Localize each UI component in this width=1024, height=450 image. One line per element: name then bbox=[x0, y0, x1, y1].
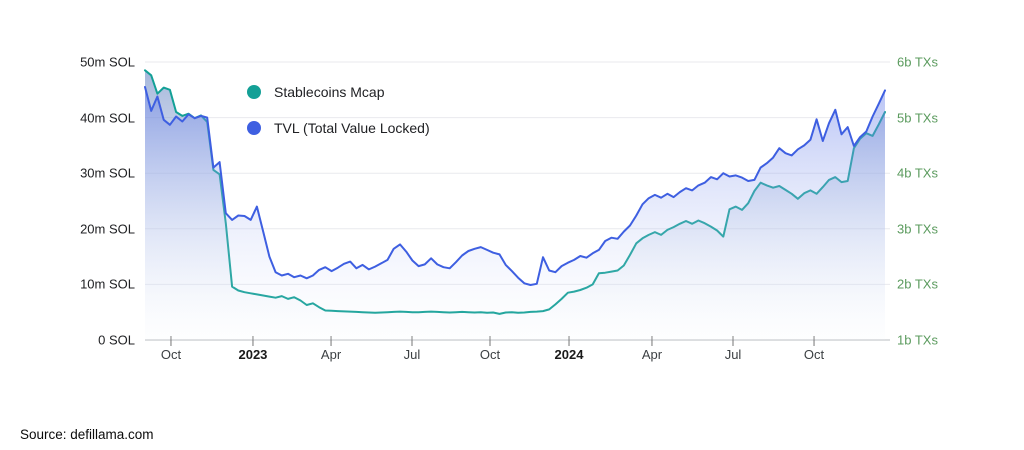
x-tick-label: 2024 bbox=[554, 347, 584, 362]
y-left-tick-label: 30m SOL bbox=[80, 165, 135, 181]
y-left-tick-label: 10m SOL bbox=[80, 276, 135, 292]
y-left-tick-label: 0 SOL bbox=[98, 332, 135, 348]
legend-label-tvl: TVL (Total Value Locked) bbox=[274, 120, 430, 136]
x-tick-label: Apr bbox=[641, 347, 663, 362]
legend-label-stablecoins-mcap: Stablecoins Mcap bbox=[274, 84, 385, 100]
line-tvl bbox=[144, 86, 886, 286]
x-tick-label: 2023 bbox=[238, 347, 268, 362]
x-tick-label: Oct bbox=[803, 347, 825, 362]
y-left-tick-label: 20m SOL bbox=[80, 221, 135, 237]
y-right-tick-label: 3b TXs bbox=[897, 221, 938, 237]
x-tick-label: Oct bbox=[479, 347, 501, 362]
legend-item-tvl[interactable]: TVL (Total Value Locked) bbox=[247, 118, 430, 138]
y-right-tick-label: 6b TXs bbox=[897, 54, 938, 70]
area-tvl bbox=[145, 87, 885, 340]
y-right-tick-label: 2b TXs bbox=[897, 276, 938, 292]
stablecoins-mcap-dot-icon bbox=[247, 85, 261, 99]
source-attribution: Source: defillama.com bbox=[20, 427, 154, 442]
y-right-tick-label: 4b TXs bbox=[897, 165, 938, 181]
legend: Stablecoins Mcap TVL (Total Value Locked… bbox=[247, 82, 430, 154]
x-tick-label: Jul bbox=[403, 347, 421, 362]
x-tick-label: Apr bbox=[320, 347, 342, 362]
y-left-tick-label: 40m SOL bbox=[80, 110, 135, 126]
legend-item-stablecoins-mcap[interactable]: Stablecoins Mcap bbox=[247, 82, 430, 102]
tvl-dot-icon bbox=[247, 121, 261, 135]
y-right-tick-label: 1b TXs bbox=[897, 332, 938, 348]
y-right-tick-label: 5b TXs bbox=[897, 110, 938, 126]
x-tick-label: Oct bbox=[160, 347, 182, 362]
x-tick-label: Jul bbox=[724, 347, 742, 362]
y-left-tick-label: 50m SOL bbox=[80, 54, 135, 70]
